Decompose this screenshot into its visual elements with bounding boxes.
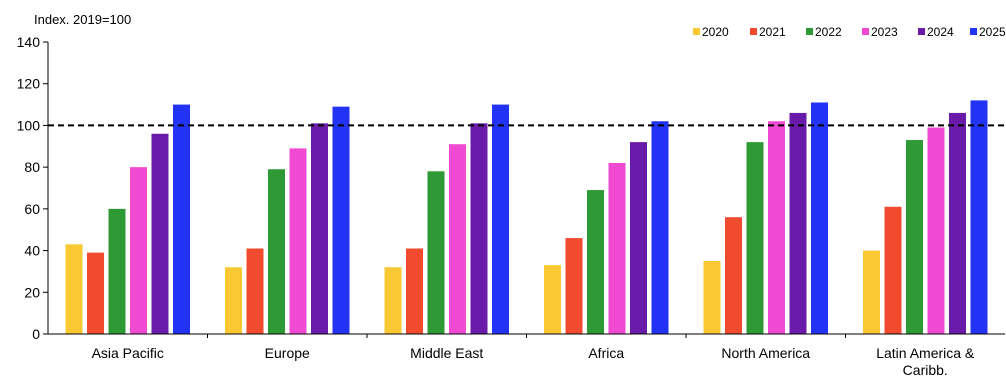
legend-label: 2024 [927, 25, 954, 39]
legend-swatch-2022 [806, 28, 813, 35]
y-tick-label: 20 [24, 284, 40, 300]
bar-2024 [151, 133, 169, 334]
y-tick-label: 60 [24, 201, 40, 217]
bar-2025 [970, 100, 988, 335]
x-tick-label: Middle East [410, 345, 483, 361]
bar-2024 [630, 142, 647, 334]
legend-label: 2023 [871, 25, 898, 39]
y-tick-label: 80 [24, 159, 40, 175]
bar-2025 [811, 102, 828, 334]
y-tick-label: 140 [17, 34, 41, 50]
legend-label: 2020 [702, 25, 729, 39]
bar-2025 [173, 104, 190, 334]
legend-swatch-2021 [750, 28, 757, 35]
bar-2021 [246, 248, 264, 334]
x-tick-label: Africa [588, 345, 624, 361]
bar-2023 [449, 144, 466, 334]
legend-swatch-2023 [862, 28, 869, 35]
bar-2021 [884, 206, 902, 334]
bar-2020 [703, 261, 721, 334]
x-tick-label: Europe [265, 345, 310, 361]
bar-2025 [332, 106, 350, 335]
x-tick-label: Latin America & Caribb. [876, 345, 975, 377]
legend-label: 2021 [759, 25, 786, 39]
bars [65, 100, 988, 335]
y-tick-label: 120 [17, 76, 41, 92]
bar-2022 [746, 142, 764, 334]
legend-swatch-2020 [693, 28, 700, 35]
bar-2022 [906, 140, 923, 334]
bar-2023 [768, 121, 785, 334]
bar-2021 [406, 248, 423, 334]
bar-2021 [87, 252, 104, 334]
bar-2025 [492, 104, 509, 334]
legend-swatch-2025 [970, 28, 977, 35]
bar-2023 [927, 127, 945, 334]
bar-2020 [863, 250, 880, 334]
legend-swatch-2024 [918, 28, 925, 35]
legend-label: 2022 [815, 25, 842, 39]
x-axis: Asia Pacific Europe Middle East Africa North… [48, 333, 1005, 377]
bar-2023 [608, 162, 626, 334]
bar-2024 [789, 112, 807, 335]
y-axis: 0 20 40 60 80 100 120 140 [17, 34, 49, 342]
bar-2024 [311, 123, 328, 334]
bar-2022 [268, 169, 285, 334]
bar-2022 [108, 208, 126, 334]
bar-2022 [587, 190, 604, 334]
bar-2022 [427, 171, 445, 334]
legend: 2020 2021 2022 2023 2024 2025 [693, 25, 1006, 39]
y-axis-title: Index. 2019=100 [34, 12, 131, 27]
bar-2023 [130, 167, 147, 334]
bar-2024 [949, 112, 966, 335]
y-tick-label: 0 [32, 326, 40, 342]
bar-2023 [289, 148, 307, 334]
bar-2021 [725, 217, 742, 334]
x-tick-label: North America [721, 345, 810, 361]
bar-2021 [565, 238, 583, 334]
y-tick-label: 100 [17, 117, 41, 133]
bar-2025 [651, 121, 669, 334]
bar-2020 [65, 244, 83, 334]
legend-label: 2025 [979, 25, 1006, 39]
bar-2020 [384, 267, 402, 334]
bar-2020 [225, 267, 242, 334]
x-tick-label: Asia Pacific [92, 345, 164, 361]
bar-2020 [544, 265, 561, 334]
y-tick-label: 40 [24, 243, 40, 259]
bar-2024 [470, 123, 488, 334]
